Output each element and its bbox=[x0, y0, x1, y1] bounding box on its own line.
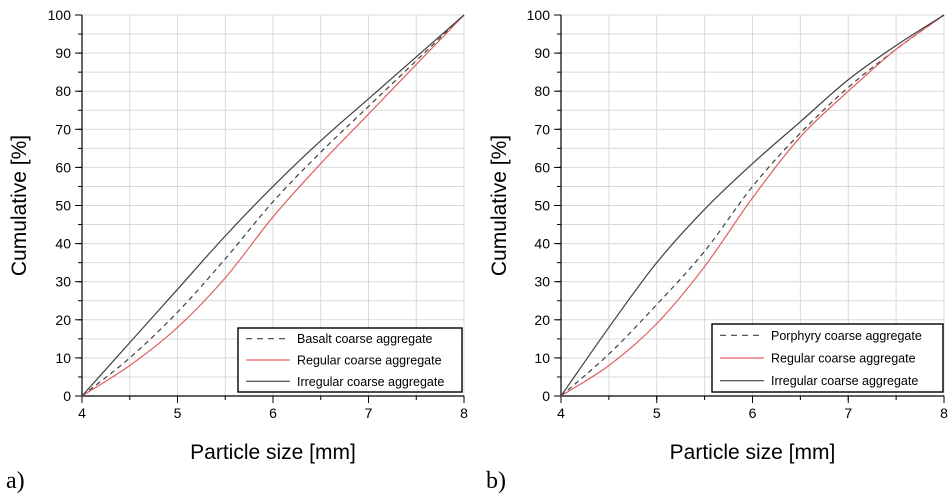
legend-label: Basalt coarse aggregate bbox=[297, 332, 433, 346]
y-tick-label: 60 bbox=[55, 159, 71, 175]
series-line-3 bbox=[81, 14, 465, 397]
y-tick-label: 80 bbox=[55, 83, 71, 99]
y-tick-label: 50 bbox=[534, 198, 550, 214]
y-tick-label: 0 bbox=[63, 388, 71, 404]
series-line-3 bbox=[560, 14, 945, 397]
x-tick-label: 7 bbox=[844, 405, 852, 421]
y-tick-label: 0 bbox=[542, 388, 550, 404]
y-tick-label: 70 bbox=[534, 121, 550, 137]
y-tick-label: 40 bbox=[534, 236, 550, 252]
x-tick-label: 4 bbox=[78, 405, 86, 421]
series-line-2 bbox=[81, 14, 465, 397]
y-tick-label: 30 bbox=[534, 274, 550, 290]
x-tick-label: 7 bbox=[365, 405, 373, 421]
x-axis-label: Particle size [mm] bbox=[190, 441, 356, 464]
panel-label: a) bbox=[6, 468, 25, 494]
y-tick-label: 90 bbox=[55, 45, 71, 61]
series-line-1 bbox=[81, 14, 465, 397]
y-tick-label: 50 bbox=[55, 198, 71, 214]
panel-label: b) bbox=[486, 468, 506, 494]
y-axis-label: Cumulative [%] bbox=[488, 135, 511, 276]
y-tick-label: 10 bbox=[534, 350, 550, 366]
y-tick-label: 20 bbox=[534, 312, 550, 328]
y-tick-label: 100 bbox=[527, 7, 551, 23]
legend-label: Regular coarse aggregate bbox=[297, 354, 442, 368]
series-line-2 bbox=[560, 14, 945, 397]
x-tick-label: 4 bbox=[557, 405, 565, 421]
legend-label: Irregular coarse aggregate bbox=[771, 374, 918, 388]
y-tick-label: 30 bbox=[55, 274, 71, 290]
legend: Porphyry coarse aggregate Regular coarse … bbox=[711, 323, 944, 393]
x-tick-label: 5 bbox=[174, 405, 182, 421]
y-axis-label: Cumulative [%] bbox=[8, 135, 31, 276]
legend-label: Irregular coarse aggregate bbox=[297, 375, 444, 389]
y-tick-label: 90 bbox=[534, 45, 550, 61]
legend-label: Regular coarse aggregate bbox=[771, 352, 916, 366]
series-line-1 bbox=[560, 14, 945, 397]
x-tick-label: 6 bbox=[749, 405, 757, 421]
x-tick-label: 8 bbox=[460, 405, 468, 421]
y-tick-label: 80 bbox=[534, 83, 550, 99]
x-axis-label: Particle size [mm] bbox=[670, 441, 836, 464]
legend: Basalt coarse aggregate Regular coarse ag… bbox=[237, 327, 463, 393]
legend-label: Porphyry coarse aggregate bbox=[771, 329, 922, 343]
y-tick-label: 20 bbox=[55, 312, 71, 328]
y-tick-label: 70 bbox=[55, 121, 71, 137]
y-tick-label: 10 bbox=[55, 350, 71, 366]
y-tick-label: 60 bbox=[534, 159, 550, 175]
x-tick-label: 8 bbox=[940, 405, 948, 421]
x-tick-label: 6 bbox=[269, 405, 277, 421]
y-tick-label: 100 bbox=[48, 7, 72, 23]
x-tick-label: 5 bbox=[653, 405, 661, 421]
y-tick-label: 40 bbox=[55, 236, 71, 252]
